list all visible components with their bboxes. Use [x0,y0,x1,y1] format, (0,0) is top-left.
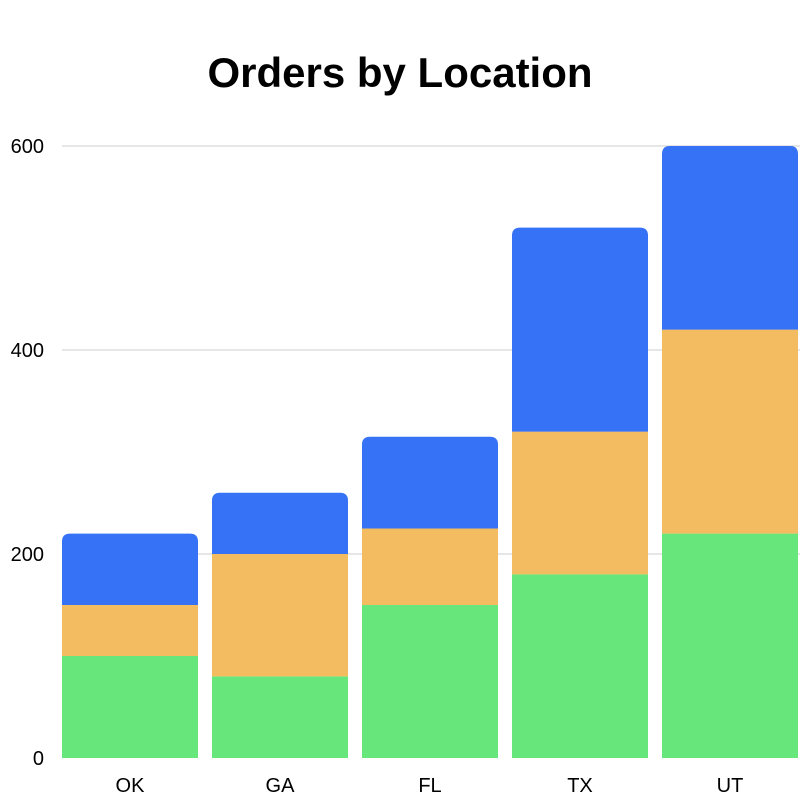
x-tick-label: FL [418,775,441,797]
bar-segment [212,676,348,758]
bar-segment [362,528,498,605]
x-tick-label: TX [567,775,593,797]
x-tick-label: UT [717,775,744,797]
bar-segment [62,533,198,605]
y-tick-label: 400 [11,340,44,362]
bar-segment [362,605,498,758]
bar-segment [512,227,648,432]
y-tick-label: 200 [11,544,44,566]
bar-segment [512,431,648,575]
x-tick-label: GA [266,775,296,797]
bar-segment [212,554,348,677]
bar-segment [362,436,498,529]
chart-title: Orders by Location [207,49,593,96]
x-tick-label: OK [116,775,146,797]
bar-segment [62,605,198,656]
bar-segment [662,329,798,534]
y-tick-label: 0 [33,748,44,770]
bar-segment [662,146,798,330]
bar-segment [62,656,198,758]
y-tick-label: 600 [11,136,44,158]
bar-segment [662,533,798,758]
bar-segment [212,492,348,554]
bar-segment [512,574,648,758]
